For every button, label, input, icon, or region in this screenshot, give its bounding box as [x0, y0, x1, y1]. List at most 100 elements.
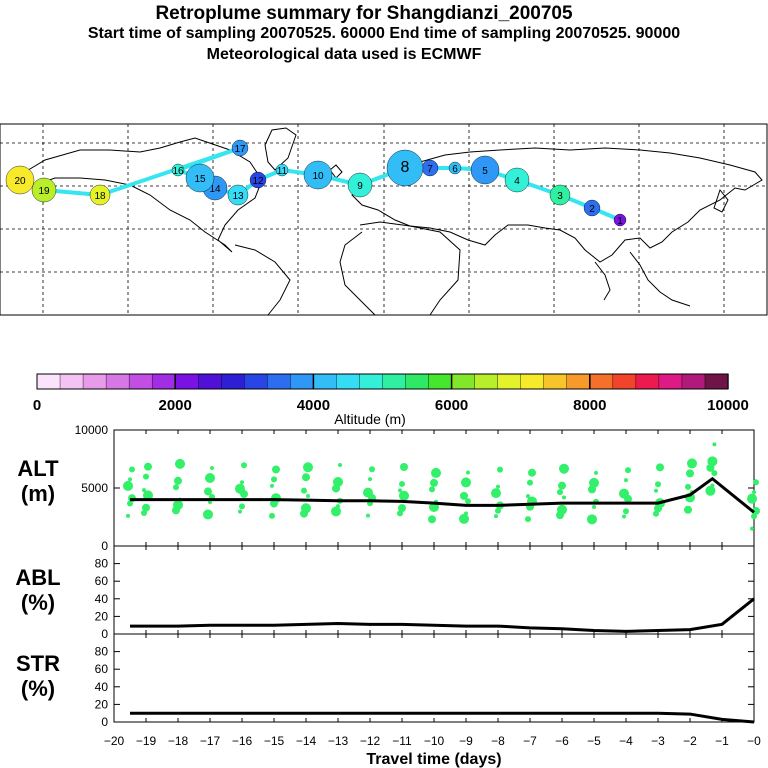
alt-scatter-point: [400, 463, 408, 472]
x-tick-label: −7: [523, 734, 537, 748]
alt-panel-unit: (m): [21, 481, 55, 506]
colorbar-cell: [382, 373, 407, 390]
alt-scatter-point: [126, 513, 130, 518]
colorbar-tick-label: 8000: [573, 397, 606, 414]
chart-title: Retroplume summary for Shangdianzi_20070…: [155, 3, 573, 24]
plume-day-label: 4: [514, 176, 520, 187]
colorbar-cell: [151, 373, 176, 390]
plume-day-label: 3: [557, 191, 563, 202]
x-tick-label: −19: [136, 734, 157, 748]
alt-scatter-point: [685, 483, 691, 490]
alt-scatter-point: [235, 483, 245, 494]
x-tick-label: −3: [651, 734, 665, 748]
alt-scatter-point: [525, 516, 531, 523]
alt-scatter-point: [399, 480, 405, 487]
colorbar-cell: [566, 373, 591, 390]
plume-day-label: 6: [452, 164, 458, 175]
colorbar-cell: [244, 373, 269, 390]
x-tick-label: −10: [424, 734, 445, 748]
x-tick-label: −1: [715, 734, 729, 748]
colorbar-cell: [428, 373, 453, 390]
x-tick-label: −13: [328, 734, 349, 748]
plume-day-marker: [227, 184, 249, 206]
alt-scatter-point: [707, 456, 718, 467]
alt-scatter-point: [557, 489, 563, 496]
alt-scatter-point: [466, 470, 470, 475]
alt-scatter-point: [497, 466, 503, 473]
colorbar-cell: [36, 373, 61, 390]
x-axis-label: Travel time (days): [366, 751, 501, 768]
alt-scatter-point: [241, 462, 247, 469]
colorbar-cell: [405, 373, 430, 390]
x-tick-label: −17: [200, 734, 221, 748]
colorbar-cell: [520, 373, 545, 390]
alt-scatter-point: [301, 487, 307, 494]
alt-scatter-point: [491, 488, 501, 499]
alt-scatter-point: [210, 466, 214, 471]
x-tick-label: −4: [619, 734, 633, 748]
colorbar-cell: [658, 373, 683, 390]
plume-day-label: 9: [357, 181, 363, 192]
altitude-colorbar: 0 2000 4000 6000 8000 10000 Altitude (m): [33, 373, 749, 427]
colorbar-tick-label: 2000: [159, 397, 192, 414]
alt-scatter-point: [398, 488, 402, 493]
plume-day-label: 12: [252, 176, 264, 187]
abl-panel-label: ABL: [15, 565, 60, 590]
plume-day-label: 14: [209, 184, 221, 195]
colorbar-cell: [589, 373, 614, 390]
alt-scatter-point: [369, 466, 375, 473]
plume-day-label: 17: [234, 144, 246, 155]
alt-scatter-point: [589, 477, 599, 488]
alt-panel-label: ALT: [17, 456, 59, 481]
alt-scatter-point: [203, 509, 213, 520]
alt-scatter-point: [331, 506, 341, 517]
alt-scatter-point: [270, 483, 274, 488]
str-y-tick-label: 40: [95, 680, 109, 694]
x-tick-label: −12: [360, 734, 381, 748]
alt-scatter-point: [363, 487, 373, 498]
plume-day-marker: [231, 139, 249, 157]
colorbar-tick-label: 6000: [435, 397, 468, 414]
colorbar-cell: [336, 373, 361, 390]
plume-day-marker: [31, 177, 57, 203]
x-tick-label: −5: [587, 734, 601, 748]
alt-scatter-point: [619, 488, 629, 499]
alt-scatter-point: [173, 484, 179, 491]
alt-scatter-point: [587, 514, 597, 525]
abl-series-line: [130, 597, 755, 633]
alt-scatter-point: [464, 511, 468, 516]
alt-scatter-point: [368, 477, 372, 482]
alt-scatter-point: [687, 458, 697, 469]
alt-scatter-point: [558, 481, 566, 490]
alt-scatter-point: [129, 466, 135, 473]
plume-day-marker: [275, 163, 289, 177]
alt-scatter-point: [269, 512, 275, 519]
alt-scatter-point: [753, 479, 759, 486]
plume-day-label: 5: [482, 166, 488, 177]
alt-scatter-point: [302, 473, 310, 482]
alt-scatter-point: [747, 493, 757, 504]
plume-day-marker: [386, 149, 424, 187]
alt-scatter-point: [398, 504, 406, 513]
alt-scatter-point: [333, 476, 343, 487]
colorbar-cell: [105, 373, 130, 390]
abl-panel-frame: [113, 545, 755, 635]
colorbar-label: Altitude (m): [334, 411, 406, 427]
plume-day-marker: [303, 160, 333, 190]
plume-day-marker: [613, 213, 627, 227]
alt-scatter-point: [459, 513, 469, 524]
alt-scatter-point: [239, 503, 245, 510]
chart-subtitle: Start time of sampling 20070525. 60000 E…: [87, 25, 681, 42]
abl-y-tick-label: 60: [95, 574, 109, 588]
alt-scatter-point: [238, 509, 242, 514]
alt-scatter-point: [142, 503, 150, 512]
plume-day-label: 15: [194, 174, 206, 185]
x-tick-label: −14: [296, 734, 317, 748]
coastlines: [19, 127, 763, 316]
alt-scatter-point: [144, 462, 152, 471]
colorbar-cell: [290, 373, 315, 390]
alt-scatter-point: [705, 485, 716, 496]
colorbar-cell: [221, 373, 245, 390]
